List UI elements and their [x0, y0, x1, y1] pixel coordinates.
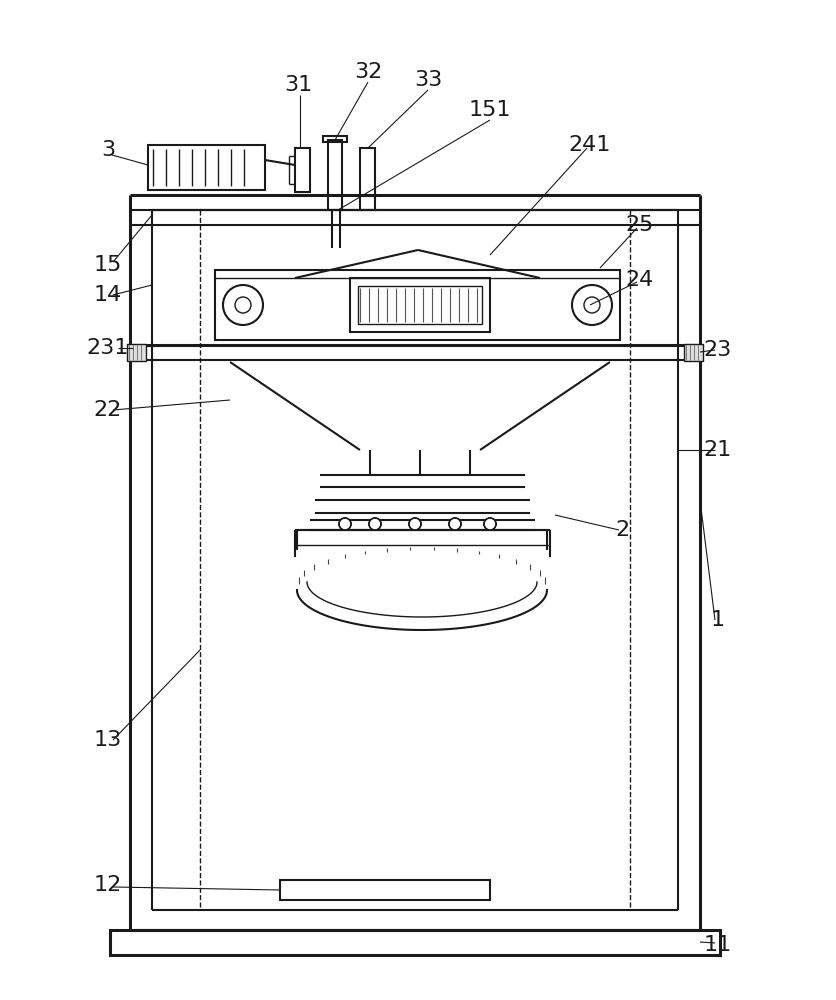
Text: 2: 2: [614, 520, 629, 540]
Bar: [110, 930, 719, 955]
Text: 1: 1: [710, 610, 724, 630]
Text: 33: 33: [413, 70, 441, 90]
Text: 13: 13: [94, 730, 122, 750]
Bar: [683, 344, 702, 361]
Bar: [328, 140, 342, 210]
Circle shape: [369, 518, 380, 530]
Text: 151: 151: [468, 100, 511, 120]
Bar: [323, 136, 347, 142]
Text: 32: 32: [354, 62, 382, 82]
Text: 12: 12: [94, 875, 122, 895]
Text: 21: 21: [703, 440, 732, 460]
Bar: [358, 286, 482, 324]
Circle shape: [448, 518, 461, 530]
Circle shape: [483, 518, 496, 530]
Bar: [127, 344, 145, 361]
Text: 231: 231: [87, 338, 129, 358]
Bar: [349, 278, 489, 332]
Bar: [148, 145, 265, 190]
Circle shape: [369, 518, 380, 530]
Text: 24: 24: [625, 270, 654, 290]
Text: 241: 241: [568, 135, 610, 155]
Text: 15: 15: [94, 255, 122, 275]
Bar: [280, 880, 489, 900]
Text: 3: 3: [101, 140, 115, 160]
Text: 31: 31: [283, 75, 312, 95]
Circle shape: [409, 518, 421, 530]
Text: 25: 25: [625, 215, 654, 235]
Circle shape: [483, 518, 496, 530]
Text: 22: 22: [94, 400, 122, 420]
Circle shape: [409, 518, 421, 530]
Circle shape: [339, 518, 350, 530]
Text: 14: 14: [94, 285, 122, 305]
Bar: [215, 270, 619, 340]
Bar: [294, 148, 309, 192]
Text: 23: 23: [703, 340, 732, 360]
Circle shape: [339, 518, 350, 530]
Circle shape: [448, 518, 461, 530]
Bar: [359, 148, 375, 210]
Text: 11: 11: [703, 935, 732, 955]
